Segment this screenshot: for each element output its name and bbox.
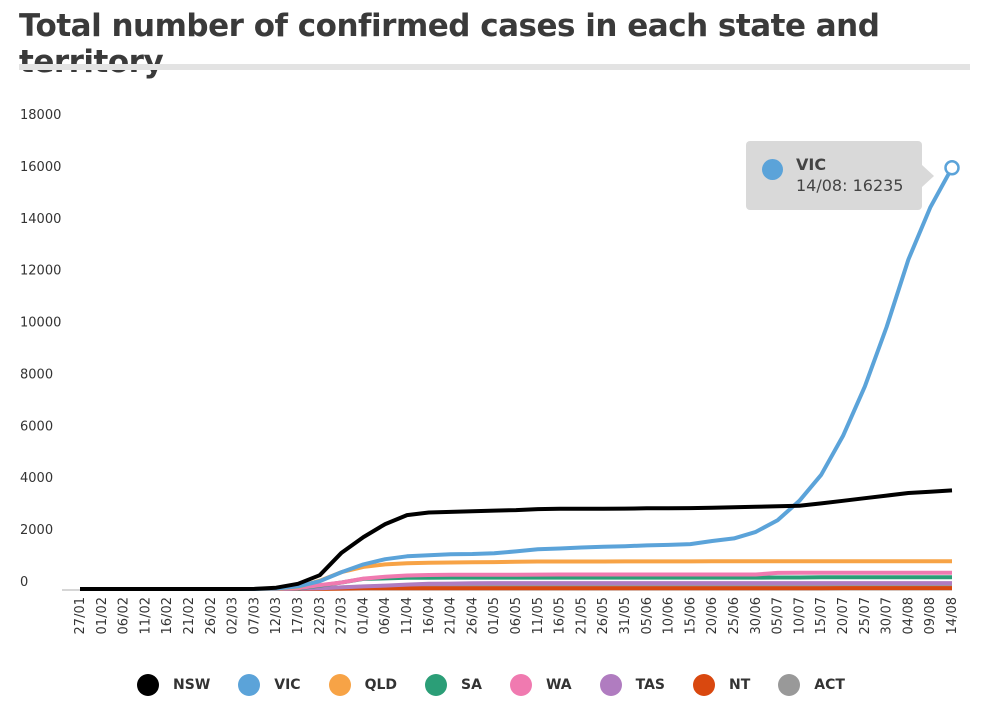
x-tick-label: 11/02	[138, 597, 153, 634]
x-tick-label: 31/05	[618, 597, 633, 634]
legend-item-act[interactable]: ACT	[778, 674, 845, 696]
legend-item-wa[interactable]: WA	[509, 674, 572, 696]
x-tick-label: 17/03	[291, 597, 306, 634]
chart-title: Total number of confirmed cases in each …	[19, 8, 880, 80]
x-tick-label: 22/03	[313, 597, 328, 634]
x-tick-label: 30/06	[749, 597, 764, 634]
tooltip-series-marker	[762, 159, 783, 180]
x-tick-label: 27/03	[335, 597, 350, 634]
x-tick-label: 26/05	[596, 597, 611, 634]
legend-item-nt[interactable]: NT	[693, 674, 750, 696]
x-tick-label: 04/08	[901, 597, 916, 634]
x-tick-label: 06/04	[378, 597, 393, 634]
legend-label: QLD	[364, 677, 398, 693]
x-tick-label: 15/07	[814, 597, 829, 634]
legend-label: SA	[461, 677, 482, 693]
x-tick-label: 02/03	[226, 597, 241, 634]
legend-marker-icon	[599, 674, 622, 696]
legend-label: WA	[545, 677, 572, 693]
x-tick-label: 12/03	[269, 597, 284, 634]
x-tick-label: 11/05	[531, 597, 546, 634]
x-tick-label: 16/02	[160, 597, 175, 634]
x-tick-label: 20/06	[705, 597, 720, 634]
x-tick-label: 09/08	[923, 597, 938, 634]
tooltip-value: 14/08: 16235	[796, 176, 904, 195]
series-line-vic[interactable]	[80, 166, 954, 591]
title-divider	[19, 64, 970, 70]
y-tick-label: 18000	[20, 108, 61, 123]
y-tick-label: 8000	[20, 367, 53, 382]
y-tick-label: 0	[20, 575, 28, 590]
legend: NSW VIC QLD SA WA TAS NT ACT	[0, 674, 982, 696]
x-tick-label: 11/04	[400, 597, 415, 634]
hover-point-marker[interactable]	[944, 160, 960, 176]
x-tick-label: 21/04	[444, 597, 459, 634]
legend-item-qld[interactable]: QLD	[328, 674, 398, 696]
x-tick-label: 10/07	[792, 597, 807, 634]
legend-label: NSW	[173, 677, 211, 693]
x-tick-label: 15/06	[683, 597, 698, 634]
x-tick-label: 21/05	[574, 597, 589, 634]
x-tick-label: 30/07	[880, 597, 895, 634]
x-tick-label: 26/02	[204, 597, 219, 634]
y-tick-label: 12000	[20, 264, 61, 279]
legend-item-nsw[interactable]: NSW	[137, 674, 210, 696]
tooltip: VIC 14/08: 16235	[746, 141, 934, 210]
y-tick-label: 14000	[20, 212, 61, 227]
legend-marker-icon	[778, 674, 801, 696]
x-tick-label: 05/06	[640, 597, 655, 634]
x-tick-label: 01/02	[95, 597, 110, 634]
y-tick-label: 4000	[20, 471, 53, 486]
legend-marker-icon	[509, 674, 532, 696]
legend-marker-icon	[425, 674, 448, 696]
x-tick-label: 06/05	[509, 597, 524, 634]
x-tick-label: 20/07	[836, 597, 851, 634]
x-tick-label: 16/05	[553, 597, 568, 634]
x-tick-label: 07/03	[247, 597, 262, 634]
x-tick-label: 27/01	[73, 597, 88, 634]
y-tick-label: 2000	[20, 523, 53, 538]
x-tick-label: 14/08	[945, 597, 960, 634]
y-tick-label: 10000	[20, 316, 61, 331]
legend-item-tas[interactable]: TAS	[599, 674, 666, 696]
y-tick-label: 6000	[20, 419, 53, 434]
legend-marker-icon	[137, 674, 160, 696]
legend-marker-icon	[238, 674, 261, 696]
legend-label: NT	[729, 677, 751, 693]
x-tick-label: 01/04	[356, 597, 371, 634]
x-tick-label: 21/02	[182, 597, 197, 634]
x-tick-label: 10/06	[662, 597, 677, 634]
legend-label: ACT	[814, 677, 845, 693]
x-tick-label: 05/07	[771, 597, 786, 634]
legend-marker-icon	[328, 674, 351, 696]
x-tick-label: 01/05	[487, 597, 502, 634]
x-tick-label: 25/06	[727, 597, 742, 634]
legend-label: TAS	[635, 677, 666, 693]
x-tick-label: 16/04	[422, 597, 437, 634]
legend-item-sa[interactable]: SA	[425, 674, 482, 696]
x-tick-label: 26/04	[465, 597, 480, 634]
y-tick-label: 16000	[20, 160, 61, 175]
x-tick-label: 25/07	[858, 597, 873, 634]
legend-item-vic[interactable]: VIC	[238, 674, 301, 696]
x-tick-label: 06/02	[117, 597, 132, 634]
legend-label: VIC	[274, 677, 301, 693]
legend-marker-icon	[693, 674, 716, 696]
series-line-nsw[interactable]	[80, 488, 953, 591]
tooltip-series-name: VIC	[796, 155, 827, 174]
